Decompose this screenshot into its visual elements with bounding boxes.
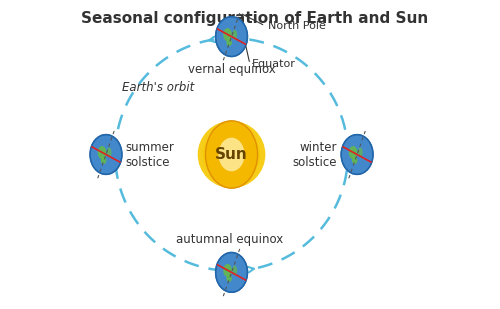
Ellipse shape [352,157,358,164]
Text: Seasonal configuration of Earth and Sun: Seasonal configuration of Earth and Sun [82,11,428,26]
Text: Earth's orbit: Earth's orbit [122,81,194,94]
Ellipse shape [226,39,232,46]
Text: winter
solstice: winter solstice [292,141,337,168]
Ellipse shape [226,275,232,282]
Ellipse shape [341,135,373,174]
Text: summer
solstice: summer solstice [126,141,175,168]
Ellipse shape [208,131,255,178]
Ellipse shape [232,30,237,40]
Text: North Pole: North Pole [268,21,326,31]
Text: vernal equinox: vernal equinox [188,63,276,76]
Ellipse shape [90,135,122,174]
Ellipse shape [223,28,232,41]
Ellipse shape [198,121,266,188]
Ellipse shape [232,265,237,275]
Ellipse shape [206,121,258,188]
Ellipse shape [358,147,362,158]
Text: Equator: Equator [252,59,296,69]
Ellipse shape [223,264,232,277]
Ellipse shape [348,146,358,159]
Ellipse shape [216,17,248,57]
Ellipse shape [218,138,244,171]
Text: autumnal equinox: autumnal equinox [176,233,284,246]
Text: Sun: Sun [215,147,248,162]
Ellipse shape [98,146,106,159]
Ellipse shape [216,252,248,292]
Ellipse shape [101,157,106,164]
Ellipse shape [213,136,250,173]
Ellipse shape [107,147,112,158]
Ellipse shape [203,126,260,183]
